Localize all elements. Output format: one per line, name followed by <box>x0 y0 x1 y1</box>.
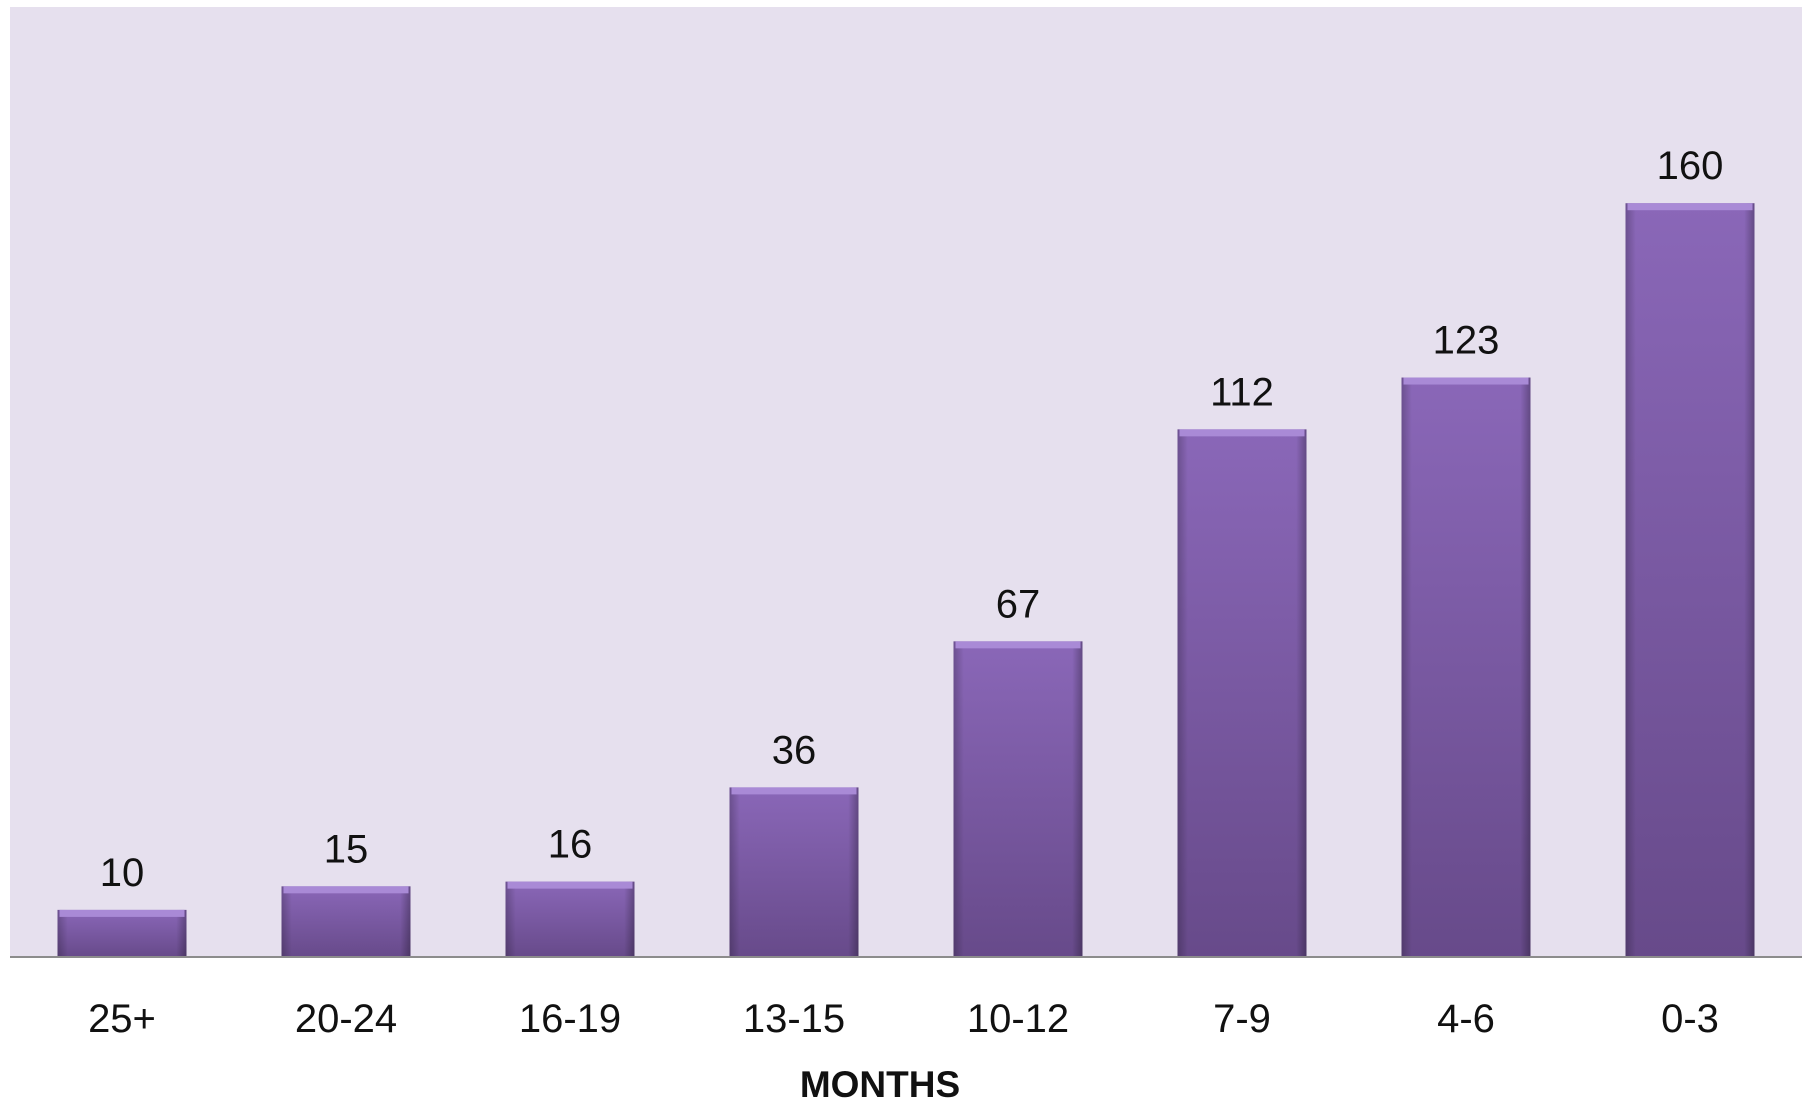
value-label: 160 <box>1657 144 1724 188</box>
x-tick-label: 7-9 <box>1213 997 1271 1041</box>
bar-top-bevel <box>507 881 633 889</box>
value-label: 67 <box>996 582 1041 626</box>
value-label: 123 <box>1433 319 1500 363</box>
bar-20-24 <box>281 886 411 957</box>
bar-top-bevel <box>59 909 185 917</box>
bar-edge-shading <box>281 886 411 957</box>
x-tick-label: 10-12 <box>967 997 1069 1041</box>
bar-edge-shading <box>729 787 859 957</box>
bar-13-15 <box>729 787 859 957</box>
bar-top-bevel <box>1627 203 1753 211</box>
bar-top-bevel <box>731 787 857 795</box>
value-label: 15 <box>324 827 369 871</box>
bar-7-9 <box>1177 429 1307 957</box>
bar-edge-shading <box>1625 203 1755 957</box>
bars-layer <box>57 203 1755 957</box>
bar-edge-shading <box>57 909 187 957</box>
x-tick-label: 16-19 <box>519 997 621 1041</box>
bar-10-12 <box>953 641 1083 957</box>
value-label: 112 <box>1210 370 1274 414</box>
x-tick-label: 13-15 <box>743 997 845 1041</box>
value-label: 16 <box>548 823 593 867</box>
x-tick-label: 4-6 <box>1437 997 1495 1041</box>
x-tick-label: 25+ <box>88 997 156 1041</box>
bar-edge-shading <box>1177 429 1307 957</box>
bar-4-6 <box>1401 377 1531 957</box>
value-label: 10 <box>100 851 145 895</box>
value-label: 36 <box>772 728 817 772</box>
bar-edge-shading <box>505 881 635 957</box>
bar-edge-shading <box>953 641 1083 957</box>
x-axis-title: MONTHS <box>800 1064 960 1105</box>
x-tick-label: 20-24 <box>295 997 397 1041</box>
bar-edge-shading <box>1401 377 1531 957</box>
value-labels-layer: 10 15 16 36 67 112 123 160 <box>100 144 1724 895</box>
plot-area <box>10 7 1802 957</box>
x-tick-labels: 25+ 20-24 16-19 13-15 10-12 7-9 4-6 0-3 <box>88 997 1719 1041</box>
bar-top-bevel <box>1179 429 1305 437</box>
bar-0-3 <box>1625 203 1755 957</box>
bar-25+ <box>57 909 187 957</box>
bar-16-19 <box>505 881 635 957</box>
bar-top-bevel <box>1403 377 1529 385</box>
bar-top-bevel <box>955 641 1081 649</box>
x-tick-label: 0-3 <box>1661 997 1719 1041</box>
bar-top-bevel <box>283 886 409 894</box>
